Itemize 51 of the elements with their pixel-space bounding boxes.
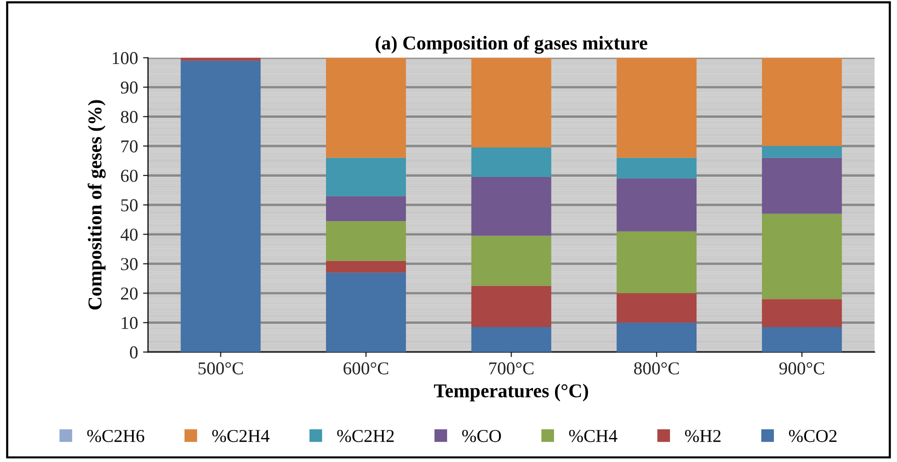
y-tick-label: 30 (121, 258, 138, 270)
bar (326, 58, 406, 158)
y-tick-label: 50 (121, 199, 138, 212)
bar (471, 236, 552, 286)
legend-label: %CH4 (569, 430, 618, 442)
bar (471, 58, 552, 148)
x-tick-label: 700°C (489, 362, 534, 374)
y-axis-title: Composition of geses (%) (88, 100, 106, 310)
chart-title: (a) Composition of gases mixture (376, 36, 648, 54)
x-tick-label: 900°C (779, 362, 824, 374)
bar (762, 327, 842, 352)
bar (180, 60, 261, 352)
bar (471, 148, 552, 177)
bar (762, 146, 842, 158)
y-tick-label: 80 (120, 110, 138, 124)
legend-label: %H2 (685, 430, 721, 442)
y-tick-label: 0 (130, 346, 138, 358)
bar (326, 221, 406, 261)
legend-label: %C2H2 (337, 430, 394, 442)
bar (471, 176, 552, 236)
y-tick-label: 70 (121, 140, 138, 152)
y-tick-label: 60 (121, 170, 138, 182)
bar (616, 178, 697, 232)
bar (762, 214, 842, 300)
y-tick-label: 90 (120, 81, 138, 94)
bar (616, 231, 697, 294)
y-tick-label: 10 (122, 316, 138, 330)
bar (326, 260, 406, 273)
legend-label: %CO2 (788, 430, 836, 442)
bar (616, 293, 697, 323)
x-tick-label: 500°C (198, 362, 243, 374)
bar (762, 58, 842, 146)
y-tick-label: 40 (120, 228, 138, 241)
bar (471, 327, 552, 352)
legend-label: %C2H4 (212, 430, 270, 442)
bar (326, 272, 406, 352)
x-tick-label: 800°C (634, 362, 679, 374)
y-tick-label: 20 (121, 287, 138, 300)
bar (326, 196, 406, 222)
x-tick-label: 600°C (344, 362, 388, 374)
bar (616, 322, 697, 352)
bar (762, 299, 842, 328)
bar (616, 158, 697, 178)
bar (471, 286, 552, 328)
x-axis-title: Temperatures (°C) (434, 384, 588, 402)
legend-label: %CO (462, 430, 501, 442)
y-tick-label: 100 (112, 52, 138, 64)
legend-label: %C2H6 (87, 430, 144, 442)
bar (616, 58, 697, 158)
bar (762, 158, 842, 214)
bar (326, 158, 406, 196)
